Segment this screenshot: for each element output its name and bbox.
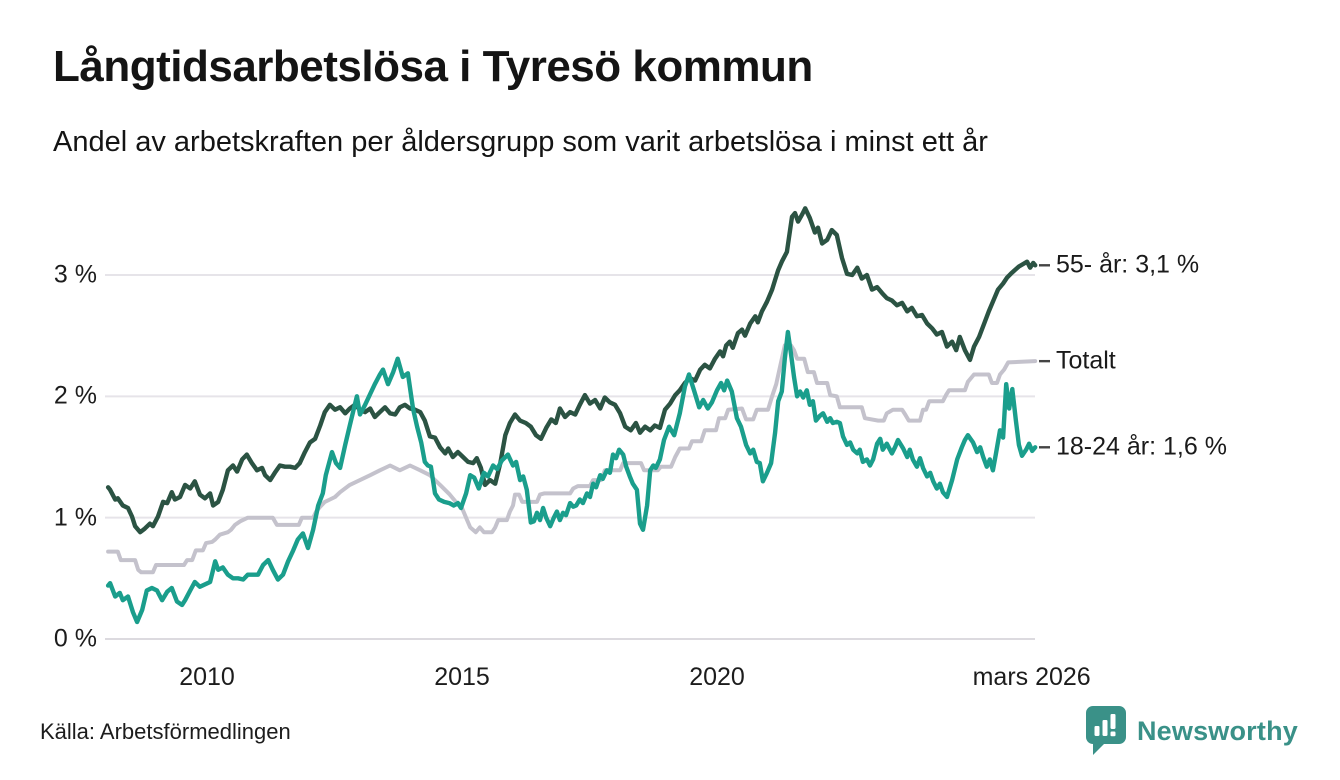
page-subtitle: Andel av arbetskraften per åldersgrupp s… [53, 126, 988, 158]
series-line-55-r [105, 206, 1038, 535]
series-line-18-24-r [105, 329, 1038, 625]
page-title: Långtidsarbetslösa i Tyresö kommun [53, 42, 813, 91]
brand-name: Newsworthy [1136, 715, 1298, 746]
x-tick-label-2010: 2010 [179, 663, 235, 691]
source-note: Källa: Arbetsförmedlingen [40, 719, 291, 744]
series-label-totalt: Totalt [1056, 346, 1116, 375]
x-tick-label-2020: 2020 [689, 663, 745, 691]
x-tick-label-2015: 2015 [434, 663, 490, 691]
y-tick-label-3: 3 % [53, 260, 97, 289]
series-label-18-24-r: 18-24 år: 1,6 % [1056, 432, 1227, 461]
speech-bubble-bar-chart-icon [1085, 706, 1126, 755]
series-label-55-r: 55- år: 3,1 % [1056, 250, 1200, 279]
newsworthy-branding: Newsworthy [1085, 705, 1298, 757]
x-tick-label-mars-2026: mars 2026 [972, 663, 1091, 691]
y-tick-label-1: 1 % [53, 503, 97, 532]
y-tick-label-2: 2 % [53, 381, 97, 410]
y-tick-label-0: 0 % [53, 624, 97, 653]
series-line-totalt [106, 343, 1038, 575]
